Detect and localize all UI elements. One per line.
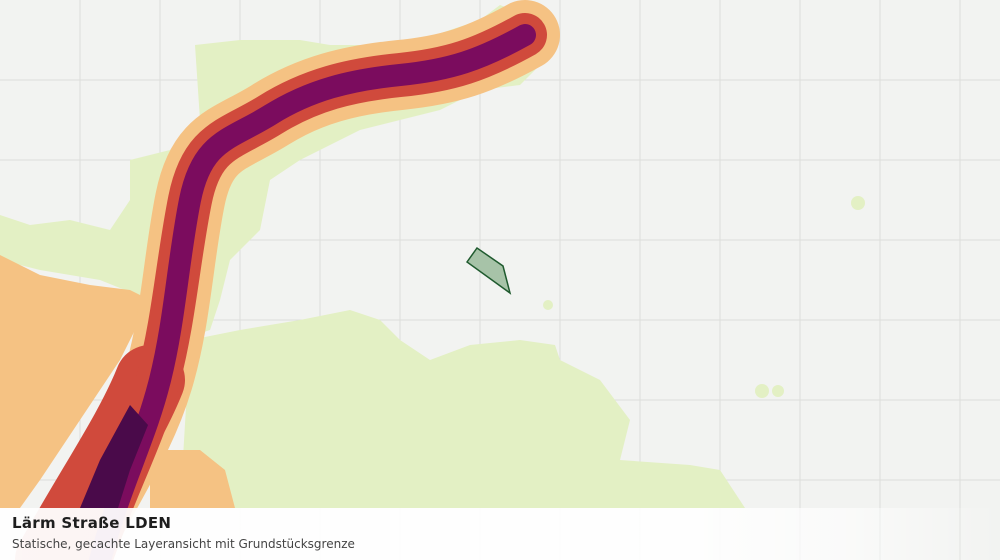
layer-subtitle: Statische, gecachte Layeransicht mit Gru…	[12, 537, 355, 551]
parcel-boundary[interactable]	[465, 246, 512, 295]
layer-title: Lärm Straße LDEN	[12, 514, 172, 532]
caption-bar: Lärm Straße LDEN Statische, gecachte Lay…	[0, 508, 1000, 560]
noise-layer	[0, 0, 865, 560]
